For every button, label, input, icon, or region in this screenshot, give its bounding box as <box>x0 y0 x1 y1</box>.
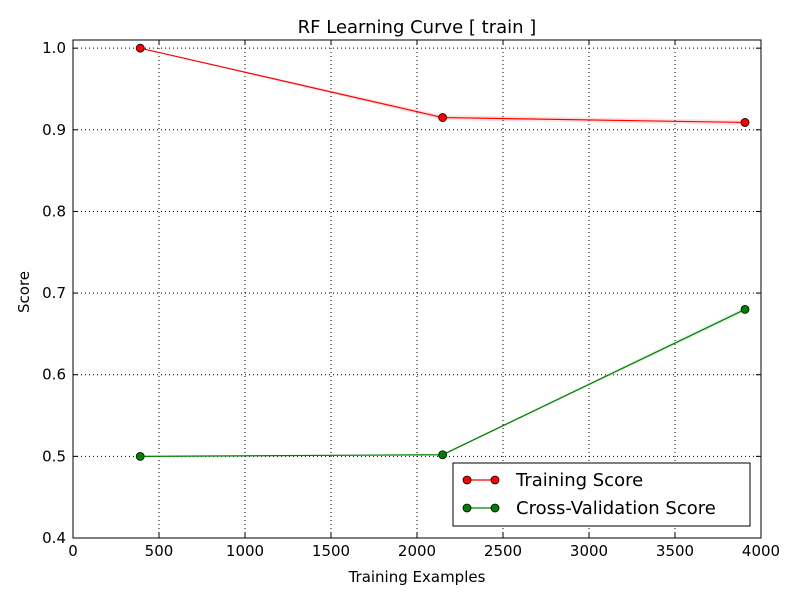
x-axis-label: Training Examples <box>348 568 486 586</box>
x-tick-label: 1500 <box>312 542 350 560</box>
tick-layer: 0 500 1000 1500 2000 2500 3000 3500 4000 0.4 0.5 0.… <box>42 39 780 560</box>
x-tick-label: 2000 <box>398 542 436 560</box>
cv-score-point <box>438 450 448 460</box>
cv-score-point <box>135 451 145 461</box>
training-score-point <box>438 113 448 122</box>
y-tick-label: 0.8 <box>42 202 66 220</box>
cv-score-point <box>740 305 750 314</box>
y-tick-label: 1.0 <box>42 39 66 57</box>
training-score-point <box>135 43 145 53</box>
chart-title: RF Learning Curve [ train ] <box>298 17 537 38</box>
y-axis-label: Score <box>15 271 33 313</box>
legend-training-label: Training Score <box>515 470 643 491</box>
legend-box <box>452 462 751 527</box>
legend-training-marker <box>490 475 500 485</box>
x-tick-label: 3000 <box>570 542 608 560</box>
series-layer <box>135 43 750 461</box>
training-score-point <box>740 118 750 127</box>
legend-training-marker <box>462 475 472 485</box>
legend: Training Score Cross-Validation Score <box>452 462 751 527</box>
x-tick-label: 1000 <box>226 542 264 560</box>
legend-cv-label: Cross-Validation Score <box>516 498 716 519</box>
y-tick-label: 0.9 <box>42 121 66 139</box>
y-tick-label: 0.7 <box>42 284 66 302</box>
y-tick-label: 0.5 <box>42 447 66 465</box>
y-tick-label: 0.6 <box>42 366 66 384</box>
legend-cv-marker <box>462 503 472 513</box>
x-tick-label: 500 <box>145 542 174 560</box>
y-tick-label: 0.4 <box>42 529 66 547</box>
x-tick-label: 4000 <box>742 542 780 560</box>
x-tick-label: 0 <box>68 542 78 560</box>
x-tick-label: 2500 <box>484 542 522 560</box>
grid-layer <box>73 40 761 538</box>
x-tick-label: 3500 <box>656 542 694 560</box>
legend-cv-marker <box>490 503 500 513</box>
